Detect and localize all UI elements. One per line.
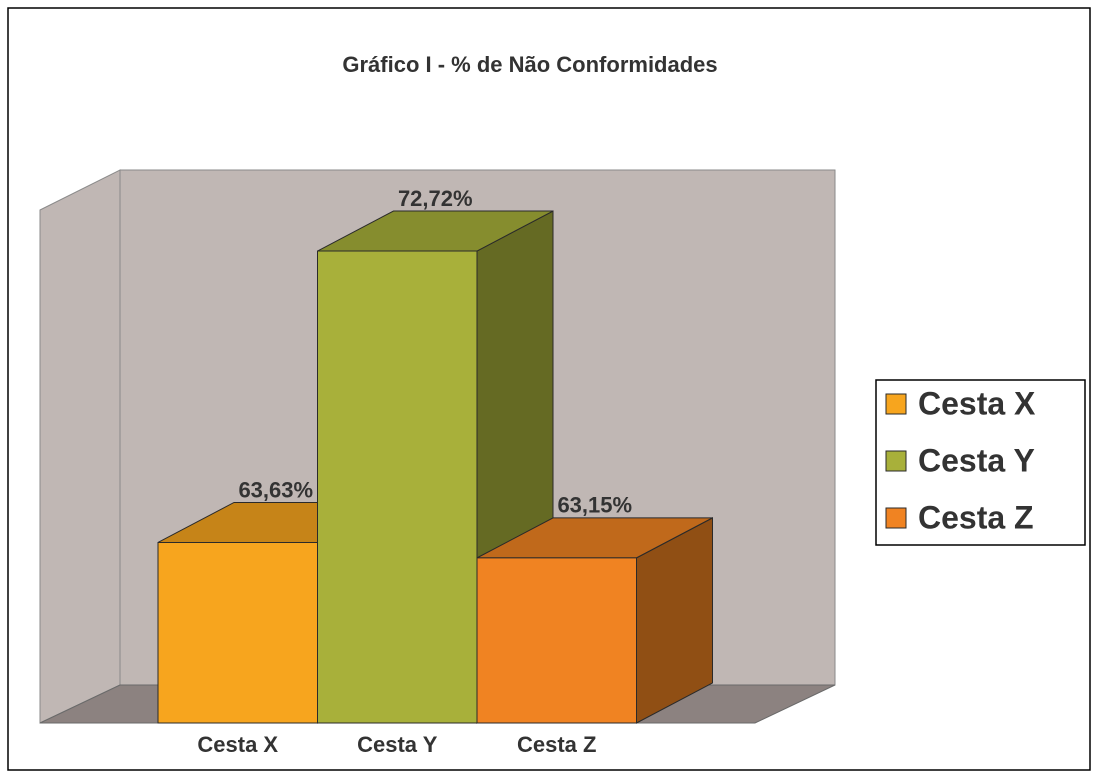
legend-label: Cesta Y <box>918 442 1035 478</box>
bar-front <box>476 557 637 724</box>
legend-swatch <box>885 450 907 472</box>
legend <box>875 379 1086 546</box>
legend-swatch <box>885 393 907 415</box>
chart-title: Gráfico I - % de Não Conformidades <box>342 52 717 77</box>
legend-label: Cesta X <box>918 385 1036 421</box>
legend-label: Cesta Z <box>918 499 1034 535</box>
x-tick-label: Cesta X <box>197 732 278 757</box>
bar-front <box>157 541 318 724</box>
x-tick-label: Cesta Z <box>517 732 596 757</box>
value-label: 72,72% <box>398 186 473 211</box>
side-wall <box>39 169 121 724</box>
legend-swatch <box>885 507 907 529</box>
value-label: 63,63% <box>238 477 313 502</box>
bar <box>476 517 713 724</box>
value-label: 63,15% <box>557 493 632 518</box>
x-tick-label: Cesta Y <box>357 732 438 757</box>
bar-front <box>317 250 478 724</box>
